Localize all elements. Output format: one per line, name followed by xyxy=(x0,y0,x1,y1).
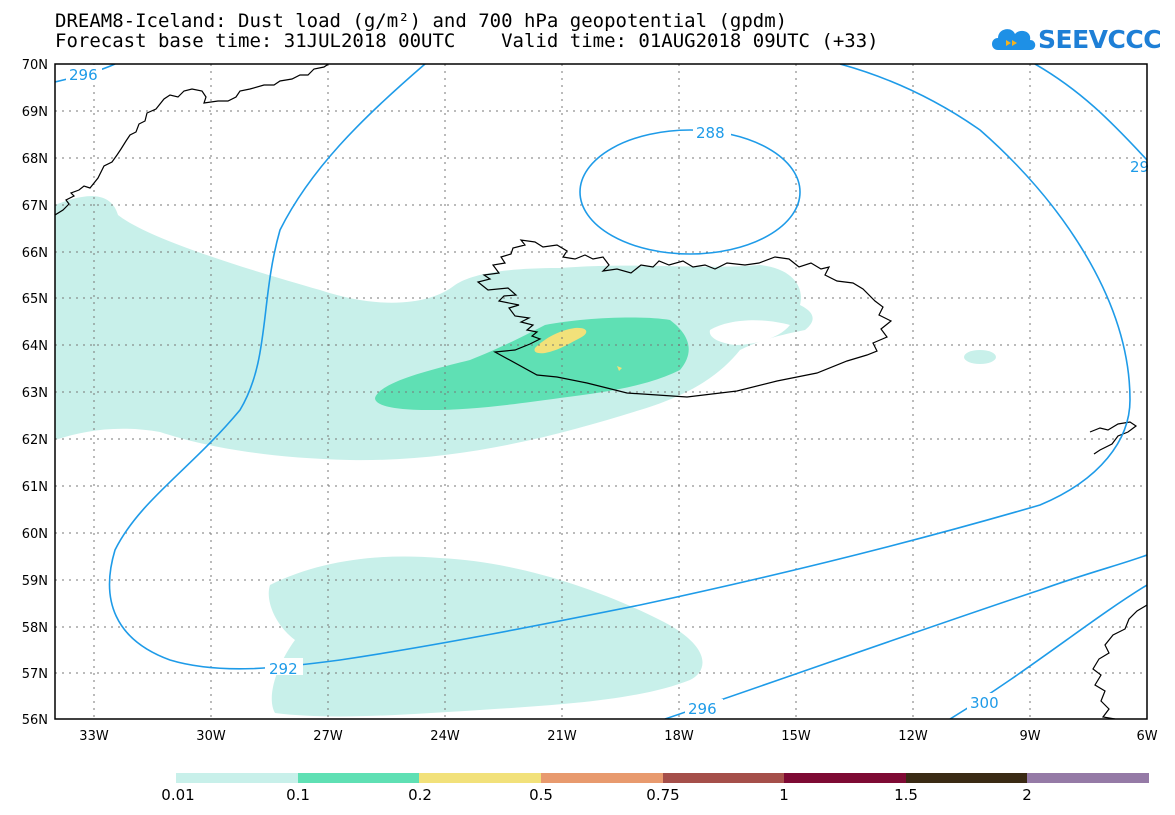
lat-label: 57N xyxy=(22,667,48,682)
lat-label: 62N xyxy=(22,433,48,448)
lat-label: 60N xyxy=(22,527,48,542)
contour-label-300: 300 xyxy=(970,694,999,712)
lat-label: 69N xyxy=(22,105,48,120)
dust-area-0-01-small xyxy=(964,350,996,364)
lat-label: 65N xyxy=(22,292,48,307)
colorbar-label: 2 xyxy=(1022,786,1032,804)
contour-292 xyxy=(108,64,1131,670)
longitude-axis: 33W 30W 27W 24W 21W 18W 15W 12W 9W 6W xyxy=(79,729,1157,744)
colorbar-swatch xyxy=(297,773,420,783)
cloud-icon xyxy=(992,29,1036,50)
lat-label: 67N xyxy=(22,199,48,214)
greenland-coast xyxy=(55,64,330,216)
map-title: DREAM8-Iceland: Dust load (g/m²) and 700… xyxy=(55,10,788,32)
colorbar-swatch xyxy=(176,773,298,783)
colorbar-swatch xyxy=(1027,773,1149,783)
dust-area-0-01-north xyxy=(55,196,813,461)
lat-label: 63N xyxy=(22,386,48,401)
contour-label-288: 288 xyxy=(696,124,725,142)
contour-label-29: 29 xyxy=(1130,158,1149,176)
dust-area-0-2 xyxy=(534,327,587,354)
scotland-coast xyxy=(1092,604,1147,719)
colorbar-swatch xyxy=(419,773,541,783)
contour-label-292: 292 xyxy=(269,660,298,678)
colorbar-label: 1 xyxy=(779,786,789,804)
lat-label: 68N xyxy=(22,152,48,167)
colorbar-label: 0.01 xyxy=(161,786,195,804)
dust-area-0-1 xyxy=(375,317,689,410)
contour-label-296-west: 296 xyxy=(69,66,98,84)
colorbar-label: 0.5 xyxy=(529,786,553,804)
logo-text: SEEVCCC xyxy=(1038,25,1162,54)
lon-label: 30W xyxy=(196,729,226,744)
seevccc-logo: SEEVCCC xyxy=(990,18,1165,60)
lon-label: 6W xyxy=(1136,729,1157,744)
colorbar-swatch xyxy=(662,773,785,783)
lat-label: 56N xyxy=(22,713,48,728)
lon-label: 18W xyxy=(664,729,694,744)
graticule xyxy=(55,64,1147,719)
colorbar-label: 0.2 xyxy=(408,786,432,804)
dust-area-0-01-south xyxy=(268,556,703,717)
map-frame xyxy=(54,63,1148,720)
lon-label: 21W xyxy=(547,729,577,744)
lat-label: 64N xyxy=(22,339,48,354)
lat-label: 70N xyxy=(22,58,48,73)
coastlines xyxy=(55,64,1147,719)
lon-label: 12W xyxy=(898,729,928,744)
contour-label-296-east: 296 xyxy=(688,700,717,718)
contour-29-ne xyxy=(1034,64,1147,161)
dust-load-field xyxy=(55,196,996,717)
lat-label: 59N xyxy=(22,574,48,589)
iceland-coast xyxy=(476,239,893,398)
colorbar-label: 0.1 xyxy=(286,786,310,804)
lon-label: 24W xyxy=(430,729,460,744)
lon-label: 15W xyxy=(781,729,811,744)
latitude-axis: 70N 69N 68N 67N 66N 65N 64N 63N 62N 61N … xyxy=(22,58,48,728)
lon-label: 27W xyxy=(313,729,343,744)
geopotential-contours xyxy=(55,64,1147,719)
lat-label: 58N xyxy=(22,621,48,636)
colorbar xyxy=(176,773,1149,783)
colorbar-label: 0.75 xyxy=(646,786,680,804)
contour-296-east xyxy=(664,554,1147,719)
contour-288 xyxy=(579,129,801,255)
lat-label: 66N xyxy=(22,246,48,261)
colorbar-label: 1.5 xyxy=(894,786,918,804)
colorbar-swatch xyxy=(540,773,663,783)
lat-label: 61N xyxy=(22,480,48,495)
colorbar-swatch xyxy=(784,773,906,783)
colorbar-swatch xyxy=(905,773,1028,783)
lon-label: 33W xyxy=(79,729,109,744)
lon-label: 9W xyxy=(1019,729,1040,744)
faroe-islands xyxy=(1089,421,1138,455)
map-subtitle: Forecast base time: 31JUL2018 00UTC Vali… xyxy=(55,30,879,52)
